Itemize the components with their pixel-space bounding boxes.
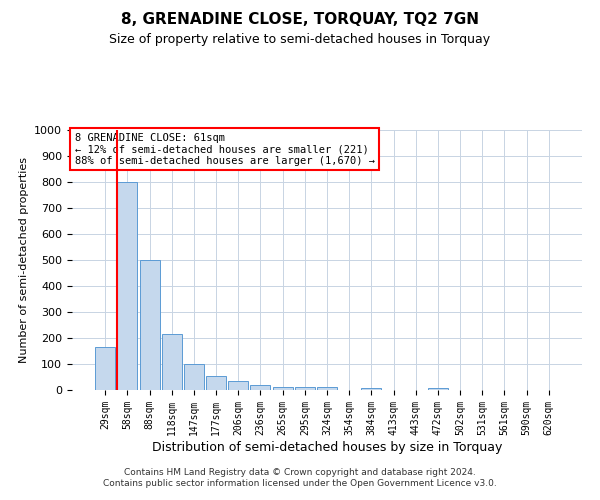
Bar — [361, 388, 382, 390]
Bar — [162, 334, 182, 390]
Y-axis label: Number of semi-detached properties: Number of semi-detached properties — [19, 157, 29, 363]
X-axis label: Distribution of semi-detached houses by size in Torquay: Distribution of semi-detached houses by … — [152, 440, 502, 454]
Bar — [228, 381, 248, 390]
Bar — [95, 347, 115, 390]
Bar — [295, 388, 315, 390]
Text: Size of property relative to semi-detached houses in Torquay: Size of property relative to semi-detach… — [109, 32, 491, 46]
Bar — [250, 385, 271, 390]
Bar — [206, 376, 226, 390]
Bar — [428, 388, 448, 390]
Text: Contains HM Land Registry data © Crown copyright and database right 2024.
Contai: Contains HM Land Registry data © Crown c… — [103, 468, 497, 487]
Bar — [140, 260, 160, 390]
Text: 8, GRENADINE CLOSE, TORQUAY, TQ2 7GN: 8, GRENADINE CLOSE, TORQUAY, TQ2 7GN — [121, 12, 479, 28]
Bar — [317, 388, 337, 390]
Bar — [184, 364, 204, 390]
Bar — [118, 182, 137, 390]
Text: 8 GRENADINE CLOSE: 61sqm
← 12% of semi-detached houses are smaller (221)
88% of : 8 GRENADINE CLOSE: 61sqm ← 12% of semi-d… — [74, 132, 374, 166]
Bar — [272, 386, 293, 390]
